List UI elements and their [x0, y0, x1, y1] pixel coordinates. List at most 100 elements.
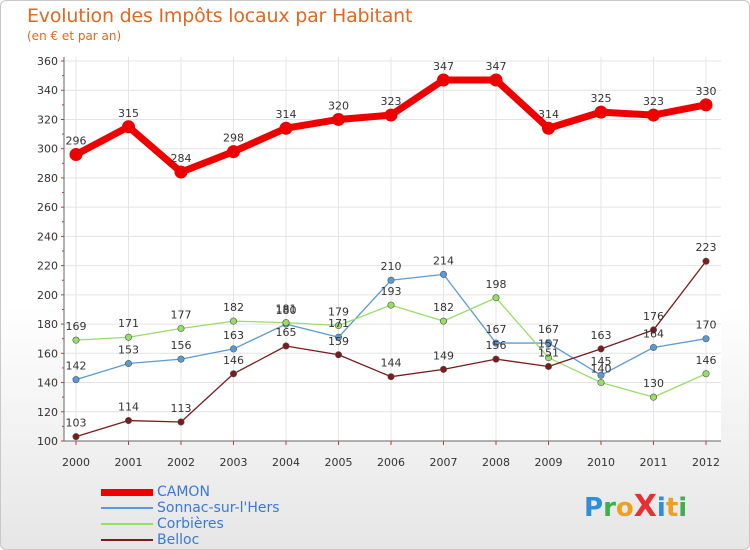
data-point: [489, 73, 503, 87]
data-label: 323: [381, 95, 402, 108]
legend-swatch: [101, 488, 153, 496]
data-point: [72, 336, 80, 344]
data-point: [334, 351, 342, 359]
data-point: [439, 365, 447, 373]
data-label: 163: [223, 329, 244, 342]
logo-letter: i: [678, 493, 688, 523]
x-tick-label: 2011: [640, 456, 668, 469]
data-point: [387, 276, 395, 284]
x-tick-label: 2001: [115, 456, 143, 469]
data-label: 181: [276, 303, 297, 316]
data-point: [334, 333, 342, 341]
data-point: [282, 342, 290, 350]
logo-letter: o: [615, 493, 634, 523]
data-point: [174, 165, 188, 179]
data-label: 157: [538, 338, 559, 351]
data-label: 146: [223, 354, 244, 367]
data-point: [334, 322, 342, 330]
series-corbi-res: [72, 294, 710, 401]
data-point: [492, 339, 500, 347]
data-point: [439, 270, 447, 278]
data-point: [544, 354, 552, 362]
data-label: 169: [66, 320, 87, 333]
data-label: 114: [118, 401, 139, 414]
data-label: 347: [433, 60, 454, 73]
data-point: [649, 343, 657, 351]
chart-subtitle: (en € et par an): [27, 29, 122, 43]
data-point: [597, 371, 605, 379]
data-point: [384, 108, 398, 122]
data-label: 142: [66, 360, 87, 373]
x-tick-label: 2012: [692, 456, 720, 469]
series-belloc: [72, 257, 710, 441]
data-label: 170: [696, 319, 717, 332]
x-tick-label: 2007: [430, 456, 458, 469]
data-label: 182: [433, 301, 454, 314]
y-tick-label: 360: [37, 55, 58, 68]
data-label: 103: [66, 417, 87, 430]
data-label: 296: [66, 135, 87, 148]
data-point: [177, 418, 185, 426]
data-label: 284: [171, 152, 192, 165]
y-tick-label: 220: [37, 260, 58, 273]
x-tick-label: 2006: [377, 456, 405, 469]
logo-letter: r: [603, 493, 616, 523]
data-label: 164: [643, 327, 664, 340]
y-tick-label: 300: [37, 143, 58, 156]
legend-swatch: [101, 523, 153, 525]
data-label: 156: [171, 339, 192, 352]
data-label: 167: [486, 323, 507, 336]
data-label: 198: [486, 278, 507, 291]
data-label: 176: [643, 310, 664, 323]
data-point: [544, 339, 552, 347]
data-label: 330: [696, 85, 717, 98]
x-tick-label: 2008: [482, 456, 510, 469]
data-label: 113: [171, 402, 192, 415]
data-label: 130: [643, 377, 664, 390]
series-sonnac-sur-l-hers: [72, 270, 710, 384]
data-point: [177, 324, 185, 332]
y-tick-label: 260: [37, 201, 58, 214]
data-label: 151: [538, 346, 559, 359]
data-point: [492, 355, 500, 363]
data-point: [597, 345, 605, 353]
data-point: [387, 301, 395, 309]
y-tick-label: 320: [37, 113, 58, 126]
x-tick-label: 2010: [587, 456, 615, 469]
data-point: [122, 120, 135, 134]
data-point: [649, 393, 657, 401]
logo-letter: P: [584, 493, 604, 523]
data-point: [125, 417, 133, 425]
data-label: 315: [118, 107, 139, 120]
data-point: [72, 376, 80, 384]
series-camon: [69, 73, 713, 179]
data-point: [597, 379, 605, 387]
data-point: [647, 108, 660, 122]
logo-letter: X: [633, 489, 657, 524]
data-label: 167: [538, 323, 559, 336]
data-point: [702, 335, 710, 343]
data-label: 347: [486, 60, 507, 73]
data-point: [544, 362, 552, 370]
data-point: [282, 319, 290, 327]
data-label: 214: [433, 254, 454, 267]
data-point: [332, 112, 345, 126]
x-tick-label: 2009: [535, 456, 563, 469]
data-point: [230, 317, 238, 325]
data-label: 223: [696, 241, 717, 254]
legend-label: CAMON: [157, 484, 210, 500]
y-tick-label: 120: [37, 406, 58, 419]
data-point: [702, 370, 710, 378]
data-label: 149: [433, 349, 454, 362]
data-point: [230, 345, 238, 353]
legend-label: Corbières: [157, 516, 224, 532]
data-point: [230, 370, 238, 378]
data-point: [72, 433, 80, 441]
data-point: [387, 373, 395, 381]
x-tick-label: 2005: [325, 456, 353, 469]
x-tick-label: 2004: [272, 456, 300, 469]
data-point: [439, 317, 447, 325]
data-point: [125, 360, 133, 368]
data-label: 156: [486, 339, 507, 352]
y-tick-label: 180: [37, 318, 58, 331]
